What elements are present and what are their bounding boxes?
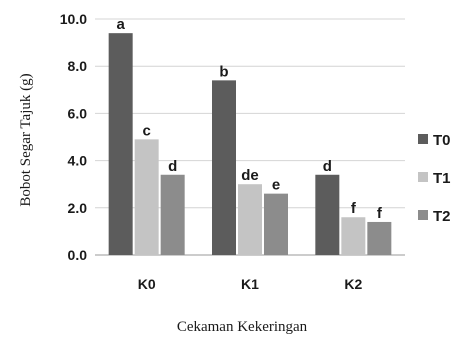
data-label: f <box>377 205 383 222</box>
legend-swatch-t1 <box>418 172 428 182</box>
bar-k0-t0 <box>108 33 133 255</box>
data-label: de <box>241 167 259 184</box>
data-label: f <box>351 200 357 217</box>
legend-label: T2 <box>433 208 451 225</box>
x-category-label: K0 <box>138 276 156 292</box>
y-tick-label: 4.0 <box>68 153 88 169</box>
y-axis-label: Bobot Segar Tajuk (g) <box>18 73 34 206</box>
data-label: e <box>272 177 280 194</box>
legend: T0 T1 T2 <box>418 132 451 225</box>
x-category-label: K2 <box>344 276 362 292</box>
bar-k1-t0 <box>212 80 236 255</box>
y-tick-labels: 0.0 2.0 4.0 6.0 8.0 10.0 <box>60 11 87 263</box>
bar-k0-t1 <box>134 139 159 255</box>
y-tick-label: 10.0 <box>60 11 87 27</box>
bar-k2-t2 <box>367 221 392 255</box>
bars <box>108 33 392 255</box>
y-tick-label: 2.0 <box>68 200 88 216</box>
bar-k1-t2 <box>264 193 288 255</box>
legend-swatch-t0 <box>418 134 428 144</box>
data-labels: a c d b dee d f f <box>116 16 382 222</box>
bar-k2-t1 <box>341 217 366 255</box>
x-category-label: K1 <box>241 276 259 292</box>
x-category-labels: K0 K1 K2 <box>138 276 363 292</box>
legend-swatch-t2 <box>418 210 428 220</box>
data-label: b <box>219 63 228 80</box>
bar-k0-t2 <box>160 174 185 255</box>
y-tick-label: 0.0 <box>68 247 88 263</box>
data-label: d <box>323 158 332 175</box>
y-tick-label: 6.0 <box>68 105 88 121</box>
data-label: c <box>142 122 150 139</box>
bar-k2-t0 <box>315 174 340 255</box>
legend-label: T1 <box>433 170 451 187</box>
data-label: d <box>168 158 177 175</box>
legend-label: T0 <box>433 132 451 149</box>
x-axis-label: Cekaman Kekeringan <box>177 319 308 335</box>
y-tick-label: 8.0 <box>68 58 88 74</box>
bar-k1-t1 <box>238 184 262 255</box>
data-label: a <box>116 16 125 33</box>
